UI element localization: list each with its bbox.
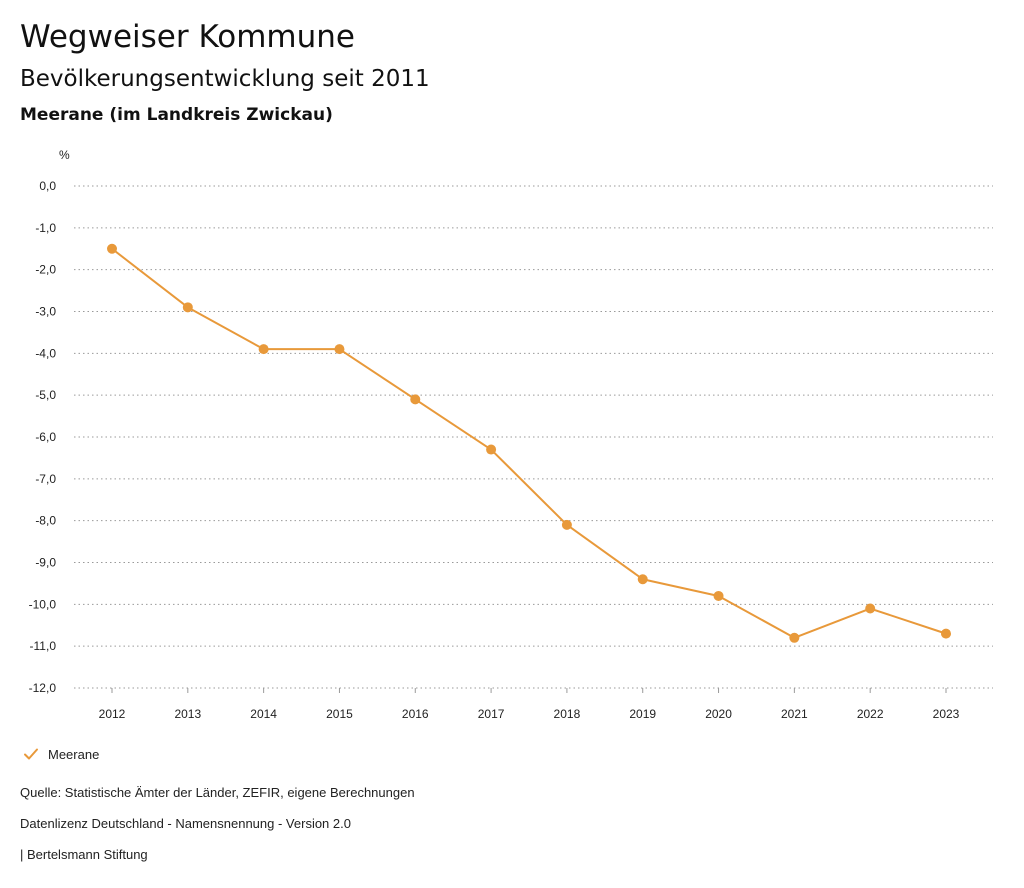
- y-tick-label: -1,0: [35, 221, 56, 235]
- data-point[interactable]: [486, 444, 497, 455]
- data-point[interactable]: [561, 519, 572, 530]
- source-note: Quelle: Statistische Ämter der Länder, Z…: [20, 785, 415, 800]
- data-point[interactable]: [258, 344, 269, 355]
- x-tick-label: 2012: [99, 707, 126, 721]
- y-tick-label: -3,0: [35, 305, 56, 319]
- y-tick-label: -10,0: [29, 597, 57, 611]
- chart-subtitle: Bevölkerungsentwicklung seit 2011: [20, 66, 430, 92]
- y-tick-label: -4,0: [35, 346, 56, 360]
- x-tick-label: 2018: [554, 707, 581, 721]
- region-label: Meerane (im Landkreis Zwickau): [20, 105, 333, 125]
- series-line-meerane: [111, 247, 947, 639]
- data-point[interactable]: [789, 632, 800, 643]
- y-tick-label: -5,0: [35, 388, 56, 402]
- y-tick-label: -7,0: [35, 472, 56, 486]
- license-note: Datenlizenz Deutschland - Namensnennung …: [20, 816, 351, 831]
- x-tick-label: 2023: [933, 707, 960, 721]
- y-axis-unit-label: %: [59, 148, 70, 162]
- data-point[interactable]: [410, 394, 421, 405]
- x-tick-label: 2017: [478, 707, 505, 721]
- publisher-note: | Bertelsmann Stiftung: [20, 847, 148, 862]
- data-point[interactable]: [334, 344, 345, 355]
- data-point[interactable]: [941, 628, 951, 639]
- x-tick-label: 2020: [705, 707, 732, 721]
- legend-item-meerane[interactable]: Meerane: [22, 744, 99, 764]
- x-axis-ticks: 2012 2013 2014 2015 2016 2017 2018 2019 2020 2021…: [99, 688, 960, 721]
- checkmark-icon: [24, 748, 38, 760]
- y-tick-label: -12,0: [29, 681, 57, 695]
- x-tick-label: 2015: [326, 707, 353, 721]
- x-tick-label: 2022: [857, 707, 884, 721]
- y-tick-label: -8,0: [35, 514, 56, 528]
- y-tick-label: -2,0: [35, 263, 56, 277]
- legend-label: Meerane: [48, 746, 100, 762]
- data-point[interactable]: [182, 302, 193, 313]
- gridlines: [74, 185, 993, 689]
- x-tick-label: 2019: [629, 707, 656, 721]
- data-point[interactable]: [713, 590, 724, 601]
- data-point[interactable]: [107, 243, 117, 254]
- y-tick-label: 0,0: [39, 179, 56, 193]
- y-axis-ticks: 0,0 -1,0 -2,0 -3,0 -4,0 -5,0 -6,0 -7,0 -8,0 -9,0 -…: [29, 179, 57, 695]
- x-tick-label: 2013: [174, 707, 201, 721]
- y-tick-label: -11,0: [30, 639, 57, 653]
- x-tick-label: 2016: [402, 707, 429, 721]
- data-point[interactable]: [865, 603, 876, 614]
- chart-title: Wegweiser Kommune: [20, 19, 355, 55]
- y-tick-label: -6,0: [35, 430, 56, 444]
- x-tick-label: 2014: [250, 707, 277, 721]
- series-layer: [107, 243, 951, 643]
- y-tick-label: -9,0: [35, 556, 56, 570]
- x-tick-label: 2021: [781, 707, 808, 721]
- data-point[interactable]: [637, 574, 648, 585]
